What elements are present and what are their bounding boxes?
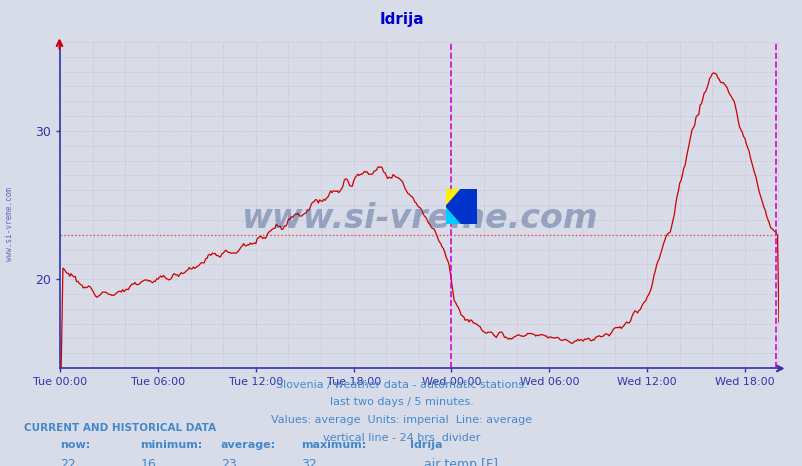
Text: air temp.[F]: air temp.[F]	[423, 458, 497, 466]
Text: Idrija: Idrija	[409, 440, 441, 450]
Text: Values: average  Units: imperial  Line: average: Values: average Units: imperial Line: av…	[270, 415, 532, 425]
Text: Idrija: Idrija	[379, 12, 423, 27]
Text: average:: average:	[221, 440, 276, 450]
Text: maximum:: maximum:	[301, 440, 366, 450]
Text: www.si-vreme.com: www.si-vreme.com	[5, 187, 14, 260]
Text: 23: 23	[221, 458, 237, 466]
Polygon shape	[446, 206, 461, 224]
Text: 16: 16	[140, 458, 156, 466]
Polygon shape	[446, 189, 476, 224]
Text: now:: now:	[60, 440, 91, 450]
Text: CURRENT AND HISTORICAL DATA: CURRENT AND HISTORICAL DATA	[24, 423, 216, 433]
Text: last two days / 5 minutes.: last two days / 5 minutes.	[329, 397, 473, 407]
Text: minimum:: minimum:	[140, 440, 203, 450]
Text: vertical line - 24 hrs  divider: vertical line - 24 hrs divider	[322, 433, 480, 443]
Text: 32: 32	[301, 458, 317, 466]
Text: Slovenia / weather data - automatic stations.: Slovenia / weather data - automatic stat…	[275, 380, 527, 390]
Polygon shape	[446, 189, 461, 206]
Text: www.si-vreme.com: www.si-vreme.com	[241, 202, 597, 234]
Text: 22: 22	[60, 458, 76, 466]
